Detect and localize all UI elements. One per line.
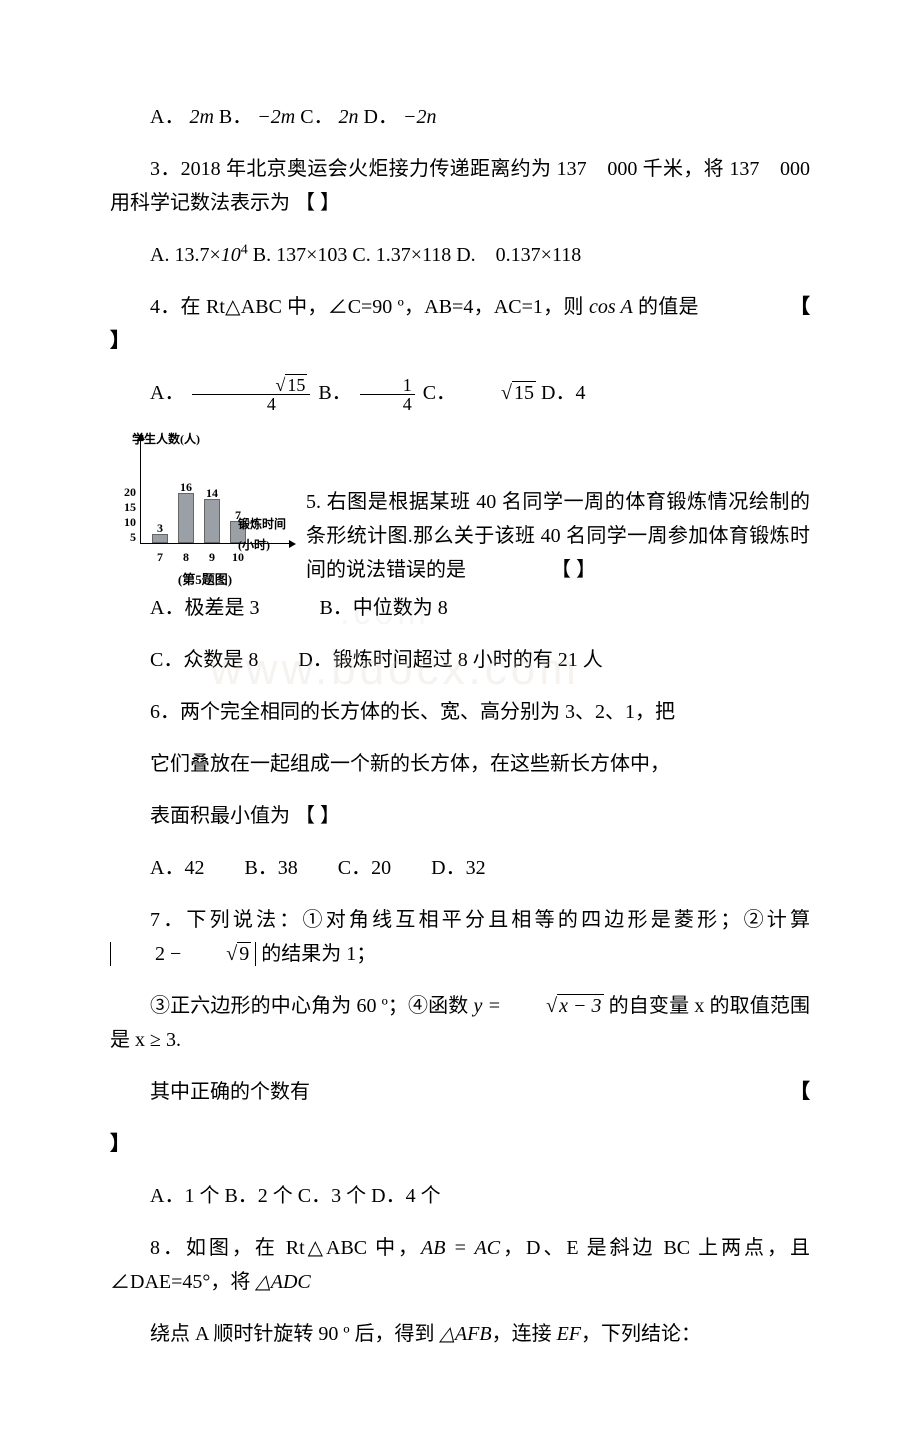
chart-xlabel: 锻炼时间(小时)	[238, 514, 300, 555]
q6-opts: A．42 B．38 C．20 D．32	[110, 851, 810, 885]
q8-afb: △AFB	[440, 1323, 492, 1345]
q2-a-val: 2m	[189, 106, 213, 128]
q5-ab: A．极差是 3 B．中位数为 8	[110, 591, 810, 625]
q4-pre: 4．在 Rt△ABC 中，∠C=90 º，AB=4，AC=1，则	[150, 296, 589, 318]
q3-a-exp: 4	[241, 242, 248, 257]
q8-abac: AB = AC	[421, 1237, 500, 1259]
q4-a-frac: √154	[192, 376, 310, 413]
q4-stem: 4．在 Rt△ABC 中，∠C=90 º，AB=4，AC=1，则 cos A 的…	[110, 290, 810, 358]
q2-b-val: −2m	[257, 106, 295, 128]
q8-ef: EF	[557, 1323, 581, 1345]
q7-pre1: 7．下列说法：①对角线互相平分且相等的四边形是菱形；②计算	[150, 909, 810, 931]
chart-xtick: 8	[176, 547, 196, 567]
chart-ytick: 20	[118, 482, 136, 502]
q3-options: A. 13.7×104 B. 137×103 C. 1.37×118 D. 0.…	[110, 238, 810, 272]
q7-l2-pre: ③正六边形的中心角为 60 º；④函数	[150, 995, 474, 1017]
chart-bar: 14	[204, 499, 220, 543]
q4-a-label: A．	[150, 382, 184, 404]
q2-options: A． 2m B． −2m C． 2n D． −2n	[110, 100, 810, 134]
q8-pre: 8．如图，在 Rt△ABC 中，	[150, 1237, 421, 1259]
q8-l2-post: ，下列结论：	[581, 1323, 701, 1345]
q7-bracket-right: 】	[110, 1133, 130, 1155]
q7-post1: 的结果为 1；	[256, 943, 376, 965]
q4-options: A． √154 B． 14 C． √15 D．4	[110, 376, 810, 413]
chart-bar: 3	[152, 534, 168, 543]
q4-b-frac: 14	[360, 376, 415, 413]
q2-d-label: D．	[364, 106, 398, 128]
q2-c-label: C．	[300, 106, 333, 128]
q8-l1: 8．如图，在 Rt△ABC 中，AB = AC，D、E 是斜边 BC 上两点，且…	[110, 1231, 810, 1299]
q5-stem: 5. 右图是根据某班 40 名同学一周的体育锻炼情况绘制的条形统计图.那么关于该…	[306, 485, 810, 587]
q7-fn: y = √x − 3	[474, 995, 604, 1017]
chart-y-axis	[140, 439, 141, 543]
q6-l3: 表面积最小值为 【 】	[110, 799, 810, 833]
q3-stem: 3．2018 年北京奥运会火炬接力传递距离约为 137 000 千米，将 137…	[110, 152, 810, 220]
q4-c-label: C．	[423, 382, 456, 404]
q5-bar-chart: 学生人数(人) 5101520 316147 78910 锻炼时间(小时) (第…	[110, 431, 300, 591]
q8-l2-pre: 绕点 A 顺时针旋转 90 º 后，得到	[150, 1323, 440, 1345]
q4-d-label: D．4	[541, 382, 585, 404]
q6-l1: 6．两个完全相同的长方体的长、宽、高分别为 3、2、1，把	[110, 695, 810, 729]
q2-c-val: 2n	[339, 106, 359, 128]
q8-l2: 绕点 A 顺时针旋转 90 º 后，得到 △AFB，连接 EF，下列结论：	[110, 1317, 810, 1351]
q4-blank	[699, 296, 800, 318]
chart-bar: 16	[178, 493, 194, 543]
q8-l2-mid: ，连接	[492, 1323, 557, 1345]
q4-b-label: B．	[318, 382, 351, 404]
q3-a-pre: A. 13.7×	[150, 244, 221, 266]
q3-a-base: 10	[221, 244, 241, 266]
q4-c-val: √15	[461, 376, 536, 410]
q2-a-label: A．	[150, 106, 184, 128]
chart-xtick: 9	[202, 547, 222, 567]
q7-opts: A．1 个 B．2 个 C．3 个 D．4 个	[110, 1179, 810, 1213]
q7-bracket-right-row: 】	[110, 1127, 810, 1161]
q8-adc: △ADC	[255, 1271, 310, 1293]
q3-rest: B. 137×103 C. 1.37×118 D. 0.137×118	[253, 244, 581, 266]
q7-l3: 其中正确的个数有	[110, 1075, 310, 1109]
q7-bracket-left: 【	[750, 1075, 810, 1109]
q7-l3-row: 其中正确的个数有 【	[110, 1075, 810, 1109]
q5-cd: C．众数是 8 D．锻炼时间超过 8 小时的有 21 人	[150, 649, 603, 671]
q6-l2: 它们叠放在一起组成一个新的长方体，在这些新长方体中，	[110, 747, 810, 781]
q2-b-label: B．	[219, 106, 252, 128]
q7-abs: 2 − √9	[110, 942, 256, 966]
q7-l2: ③正六边形的中心角为 60 º；④函数 y = √x − 3 的自变量 x 的取…	[110, 989, 810, 1057]
q2-d-val: −2n	[403, 106, 437, 128]
chart-xtick: 7	[150, 547, 170, 567]
q7-l1: 7．下列说法：①对角线互相平分且相等的四边形是菱形；②计算 2 − √9 的结果…	[110, 903, 810, 971]
q4-post: 的值是	[633, 296, 699, 318]
q4-cos: cos A	[589, 296, 633, 318]
chart-caption: (第5题图)	[110, 569, 300, 591]
